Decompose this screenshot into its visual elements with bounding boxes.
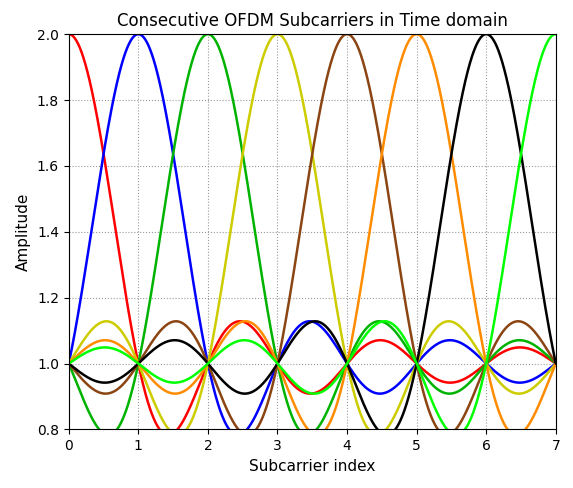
Y-axis label: Amplitude: Amplitude xyxy=(17,193,32,271)
Title: Consecutive OFDM Subcarriers in Time domain: Consecutive OFDM Subcarriers in Time dom… xyxy=(117,12,508,30)
X-axis label: Subcarrier index: Subcarrier index xyxy=(249,459,375,474)
